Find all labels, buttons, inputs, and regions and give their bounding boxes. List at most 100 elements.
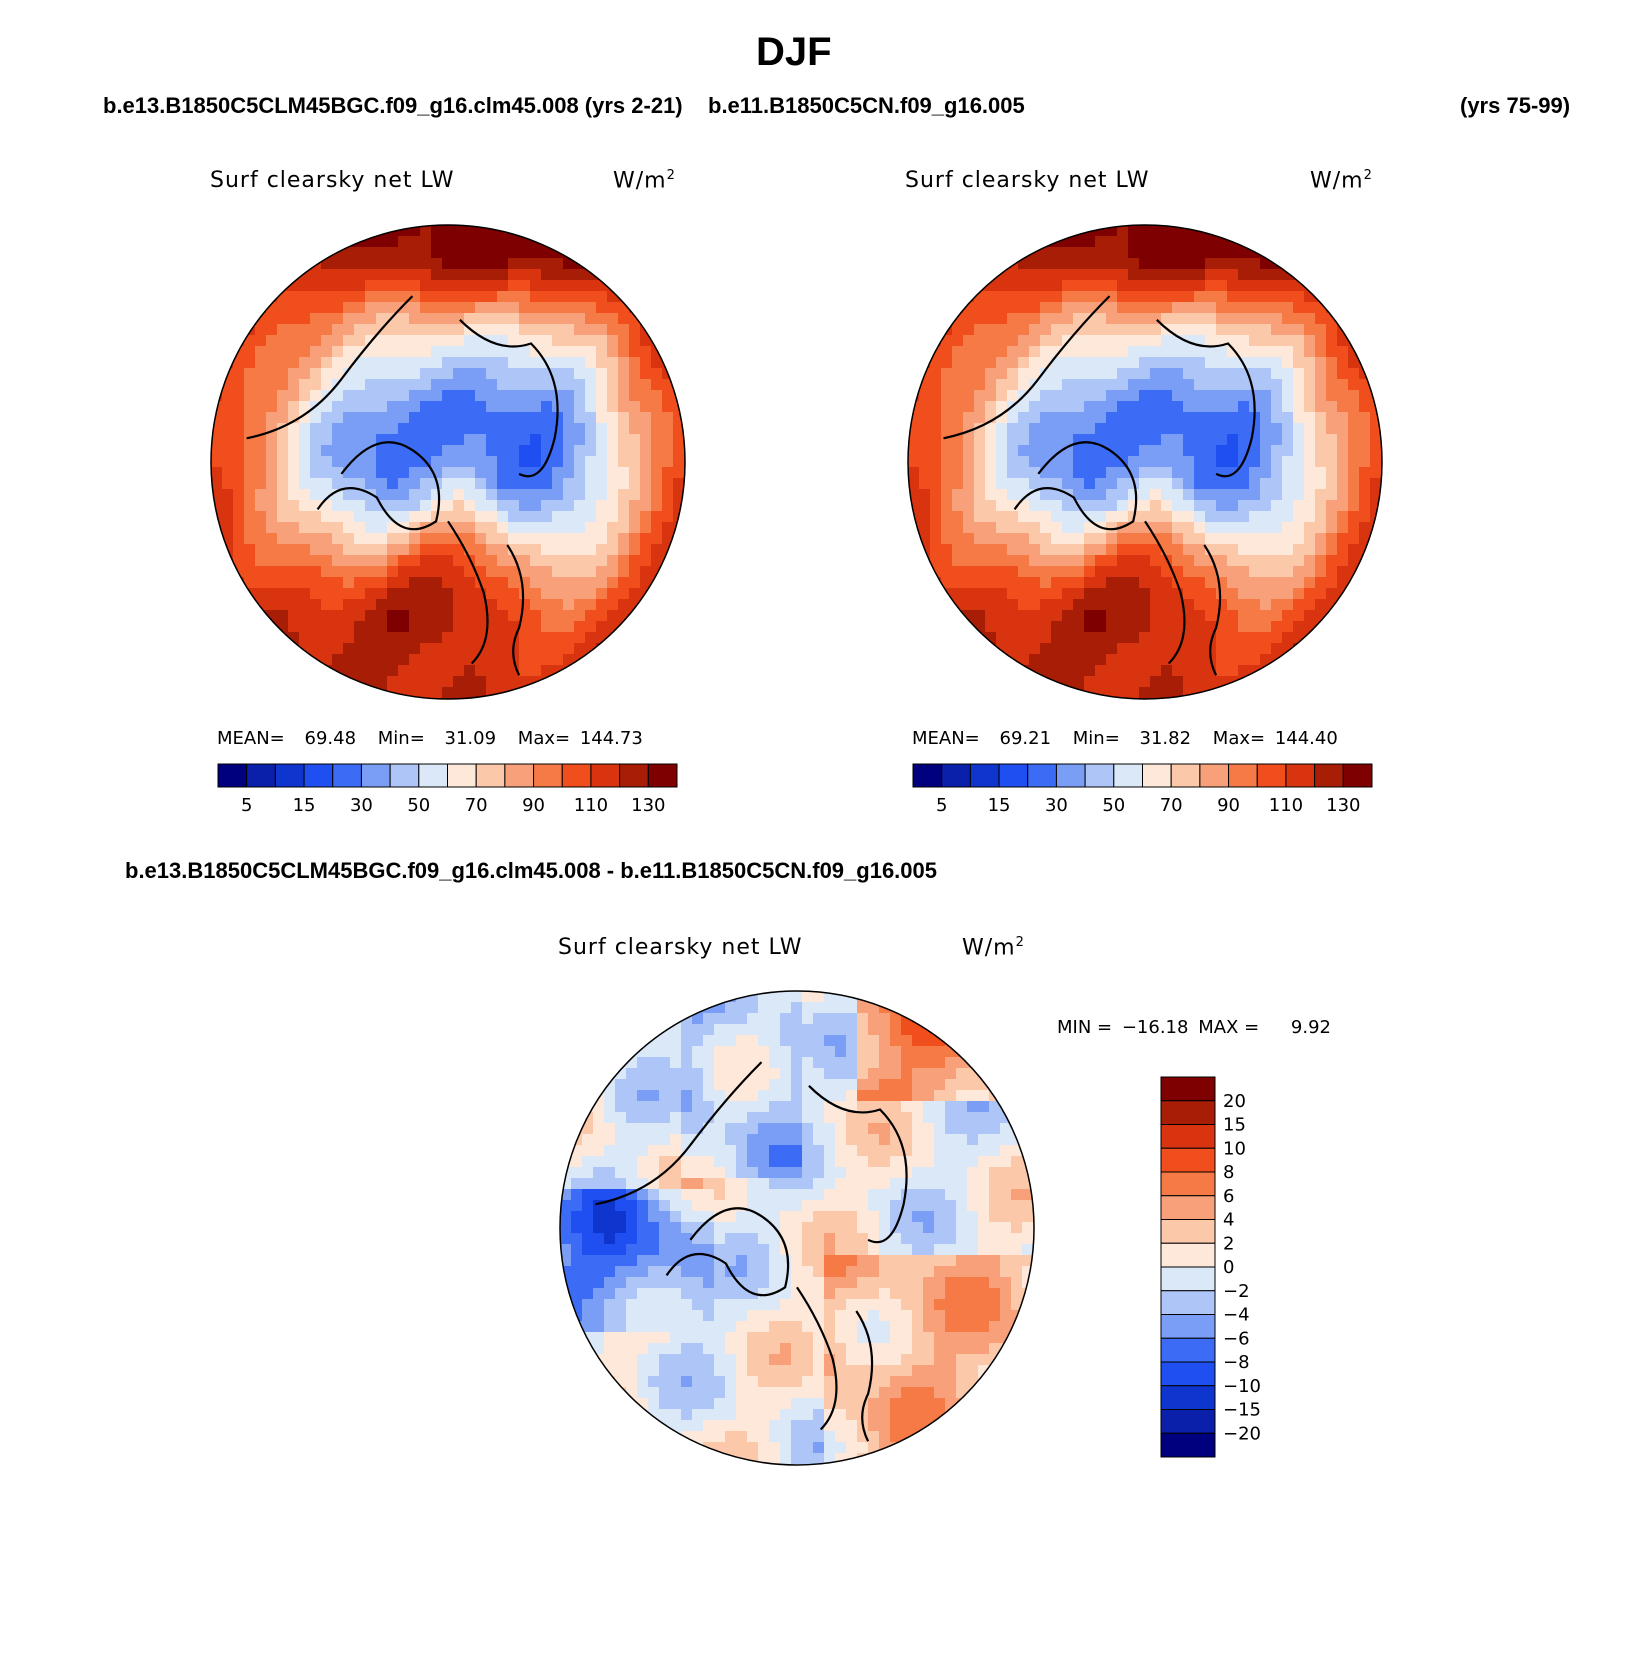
field-cell xyxy=(332,533,344,545)
field-cell xyxy=(552,335,564,347)
field-cell xyxy=(714,1134,726,1146)
field-cell xyxy=(626,1046,638,1058)
field-cell xyxy=(398,665,410,677)
field-cell xyxy=(725,1376,737,1388)
field-cell xyxy=(530,665,542,677)
field-cell xyxy=(1011,1167,1023,1179)
field-cell xyxy=(1370,533,1382,545)
field-cell xyxy=(244,368,256,380)
field-cell xyxy=(310,555,322,567)
field-cell xyxy=(1161,379,1173,391)
field-cell xyxy=(607,621,619,633)
field-cell xyxy=(629,544,641,556)
field-cell xyxy=(1359,467,1371,479)
field-cell xyxy=(387,401,399,413)
field-cell xyxy=(409,676,421,688)
field-cell xyxy=(1326,368,1338,380)
field-cell xyxy=(1161,577,1173,589)
field-cell xyxy=(901,1376,913,1388)
field-cell xyxy=(974,368,986,380)
field-cell xyxy=(692,1266,704,1278)
field-cell xyxy=(560,1200,572,1212)
field-cell xyxy=(1117,280,1129,292)
field-cell xyxy=(1183,522,1195,534)
field-cell xyxy=(1161,654,1173,666)
field-cell xyxy=(233,533,245,545)
field-cell xyxy=(497,379,509,391)
field-cell xyxy=(963,379,975,391)
field-cell xyxy=(758,1134,770,1146)
field-cell xyxy=(475,280,487,292)
field-cell xyxy=(1271,313,1283,325)
field-cell xyxy=(376,269,388,281)
field-cell xyxy=(930,390,942,402)
field-cell xyxy=(791,1354,803,1366)
field-cell xyxy=(1106,687,1118,699)
field-cell xyxy=(1106,478,1118,490)
field-cell xyxy=(1271,467,1283,479)
field-cell xyxy=(398,500,410,512)
field-cell xyxy=(1293,467,1305,479)
field-cell xyxy=(802,1189,814,1201)
field-cell xyxy=(376,599,388,611)
field-cell xyxy=(343,588,355,600)
field-cell xyxy=(629,346,641,358)
field-cell xyxy=(725,1354,737,1366)
field-cell xyxy=(879,1398,891,1410)
field-cell xyxy=(1007,489,1019,501)
field-cell xyxy=(277,335,289,347)
field-cell xyxy=(670,1299,682,1311)
field-cell xyxy=(1337,500,1349,512)
panel-2-units-text: W/m xyxy=(1310,168,1364,194)
field-cell xyxy=(967,1134,979,1146)
field-cell xyxy=(835,1288,847,1300)
field-cell xyxy=(1062,280,1074,292)
field-cell xyxy=(299,269,311,281)
field-cell xyxy=(409,489,421,501)
field-cell xyxy=(1172,412,1184,424)
field-cell xyxy=(1271,423,1283,435)
field-cell xyxy=(945,1156,957,1168)
field-cell xyxy=(233,434,245,446)
field-cell xyxy=(967,1277,979,1289)
field-cell xyxy=(376,357,388,369)
colorbar-tick-label: 8 xyxy=(1223,1162,1234,1183)
field-cell xyxy=(736,1178,748,1190)
field-cell xyxy=(923,1409,935,1421)
field-cell xyxy=(1117,555,1129,567)
field-cell xyxy=(714,1068,726,1080)
field-cell xyxy=(681,1310,693,1322)
field-cell xyxy=(952,390,964,402)
field-cell xyxy=(464,368,476,380)
field-cell xyxy=(1271,566,1283,578)
field-cell xyxy=(310,533,322,545)
field-cell xyxy=(1238,379,1250,391)
field-cell xyxy=(681,1321,693,1333)
colorbar-box xyxy=(1160,1314,1216,1339)
field-cell xyxy=(1315,566,1327,578)
field-cell xyxy=(1073,599,1085,611)
field-cell xyxy=(802,1222,814,1234)
field-cell xyxy=(824,1255,836,1267)
field-cell xyxy=(299,489,311,501)
field-cell xyxy=(919,412,931,424)
field-cell xyxy=(519,313,531,325)
field-cell xyxy=(387,269,399,281)
field-cell xyxy=(985,445,997,457)
field-cell xyxy=(442,247,454,259)
field-cell xyxy=(996,533,1008,545)
field-cell xyxy=(255,533,267,545)
field-cell xyxy=(1084,346,1096,358)
field-cell xyxy=(486,588,498,600)
field-cell xyxy=(1172,621,1184,633)
field-cell xyxy=(1337,577,1349,589)
field-cell xyxy=(996,335,1008,347)
field-cell xyxy=(1293,489,1305,501)
field-cell xyxy=(387,368,399,380)
field-cell xyxy=(846,1123,858,1135)
field-cell xyxy=(1040,456,1052,468)
field-cell xyxy=(1062,588,1074,600)
field-cell xyxy=(321,412,333,424)
field-cell xyxy=(332,269,344,281)
field-cell xyxy=(813,1464,825,1465)
